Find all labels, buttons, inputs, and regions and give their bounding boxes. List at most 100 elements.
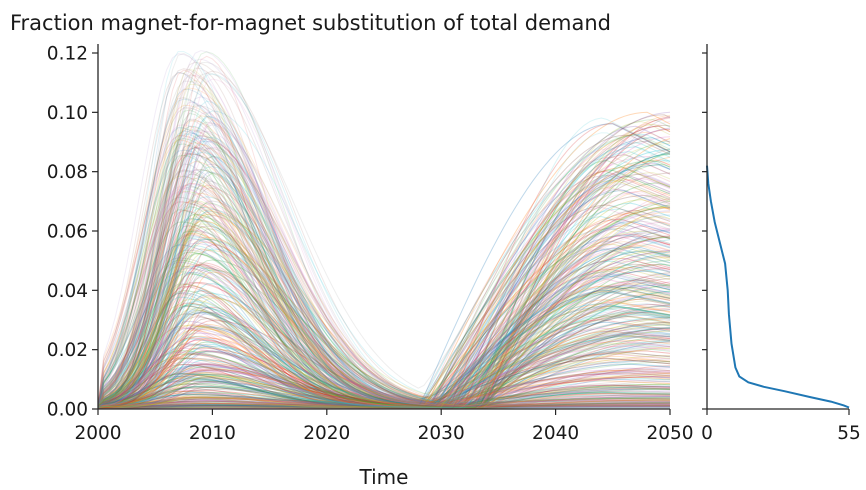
simulation-run-line [97, 388, 671, 407]
simulation-run-line [97, 266, 671, 409]
main-y-ticks: 0.00 0.02 0.04 0.06 0.08 0.10 0.12 [47, 44, 98, 421]
simulation-run-line [97, 179, 671, 409]
simulation-run-line [97, 337, 670, 407]
simulation-run-line [97, 367, 671, 407]
x-axis-label: Time [359, 465, 409, 489]
simulation-run-line [97, 184, 671, 409]
simulation-run-line [97, 115, 671, 409]
simulation-run-line [97, 213, 671, 409]
simulation-run-line [97, 272, 671, 409]
simulation-run-line [97, 104, 670, 407]
simulation-run-line [97, 214, 671, 406]
simulation-run-line [98, 125, 671, 408]
simulation-run-line [97, 119, 670, 407]
simulation-run-line [97, 358, 671, 409]
simulation-run-line [97, 206, 671, 409]
simulation-run-line [97, 72, 671, 408]
simulation-run-line [98, 363, 671, 406]
simulation-run-line [97, 347, 671, 409]
simulation-run-line [97, 303, 671, 407]
simulation-run-line [97, 292, 671, 405]
simulation-run-line [97, 221, 671, 407]
simulation-run-line [97, 361, 671, 410]
simulation-run-line [97, 327, 671, 407]
y-tick-label: 0.08 [47, 162, 88, 183]
simulation-run-line [97, 284, 671, 407]
simulation-run-line [97, 122, 671, 407]
simulation-run-line [97, 127, 671, 407]
simulation-run-line [97, 263, 671, 410]
simulation-run-line [97, 74, 670, 408]
simulation-run-line [97, 107, 671, 406]
simulation-run-line [97, 160, 671, 406]
side-x-tick-label: 0 [701, 423, 713, 444]
simulation-run-line [97, 156, 671, 406]
simulation-run-line [97, 61, 671, 409]
simulation-run-line [97, 109, 671, 408]
simulation-run-line [97, 137, 670, 408]
simulation-run-line [97, 308, 671, 410]
simulation-run-line [97, 297, 671, 409]
simulation-run-line [97, 316, 671, 406]
simulation-run-line [97, 133, 670, 408]
simulation-run-line [97, 325, 671, 407]
simulation-run-line [97, 335, 671, 407]
simulation-run-line [97, 200, 671, 408]
simulation-run-line [98, 127, 671, 409]
simulation-run-line [97, 347, 671, 406]
simulation-run-line [97, 204, 671, 407]
simulation-run-line [97, 173, 671, 408]
simulation-run-line [97, 155, 671, 407]
simulation-run-line [97, 207, 671, 407]
simulation-run-line [97, 203, 671, 407]
x-tick-label: 2040 [532, 423, 579, 444]
simulation-run-line [97, 188, 671, 406]
simulation-run-line [98, 167, 671, 407]
simulation-run-line [97, 121, 671, 409]
simulation-run-line [97, 153, 671, 406]
simulation-run-line [98, 345, 671, 406]
simulation-run-line [97, 382, 671, 409]
simulation-run-line [97, 225, 671, 409]
simulation-run-line [97, 100, 671, 410]
simulation-run-line [97, 225, 671, 405]
y-tick-label: 0.10 [47, 103, 88, 124]
simulation-run-line [97, 350, 671, 409]
simulation-run-line [97, 169, 671, 409]
simulation-run-line [97, 191, 671, 409]
simulation-run-line [97, 235, 671, 406]
simulation-run-line [97, 239, 671, 407]
y-tick-label: 0.00 [47, 400, 88, 421]
simulation-run-line [97, 68, 671, 405]
simulation-run-line [97, 305, 670, 407]
x-tick-label: 2010 [189, 423, 236, 444]
simulation-run-line [97, 129, 671, 408]
simulation-run-line [97, 153, 671, 408]
simulation-run-line [97, 357, 671, 406]
simulation-run-line [97, 172, 671, 406]
simulation-run-line [97, 287, 671, 409]
side-x-ticks: 0 55 [701, 409, 861, 444]
simulation-run-line [97, 283, 671, 409]
simulation-run-line [97, 376, 671, 409]
simulation-run-line [98, 321, 671, 408]
simulation-run-line [97, 147, 671, 409]
simulation-run-line [97, 234, 671, 406]
simulation-run-line [97, 235, 671, 407]
simulation-run-line [97, 79, 671, 407]
simulation-run-line [97, 190, 671, 409]
simulation-run-line [97, 149, 671, 408]
simulation-run-line [97, 235, 671, 407]
simulation-run-line [97, 284, 671, 408]
simulation-run-line [97, 153, 671, 406]
simulation-run-line [97, 294, 671, 410]
simulation-run-line [97, 305, 670, 407]
side-x-tick-label: 55 [837, 423, 861, 444]
simulation-run-line [97, 83, 670, 407]
simulation-run-line [97, 264, 671, 408]
simulation-run-line [97, 225, 671, 408]
simulation-run-line [98, 321, 671, 407]
simulation-run-line [97, 153, 671, 408]
simulation-run-line [97, 395, 671, 409]
simulation-run-line [97, 368, 670, 406]
